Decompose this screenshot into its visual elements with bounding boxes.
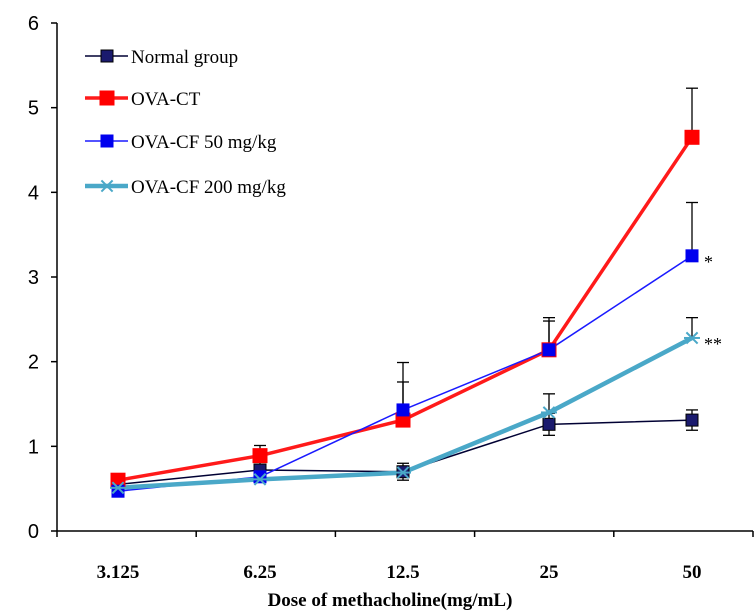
y-tick-label: 2	[28, 352, 39, 374]
significance-annotations: ***	[704, 252, 722, 354]
y-tick-label: 1	[28, 436, 39, 458]
y-tick-label: 5	[28, 98, 39, 120]
data-point-marker	[685, 249, 699, 263]
legend-label: OVA-CF 200 mg/kg	[131, 177, 286, 198]
data-point-marker	[542, 343, 556, 357]
legend-item: OVA-CT	[85, 89, 201, 110]
legend-item: OVA-CF 50 mg/kg	[85, 132, 277, 153]
significance-marker: *	[704, 252, 713, 272]
legend-marker	[99, 90, 115, 106]
data-point-marker	[395, 466, 411, 479]
data-point-marker	[252, 473, 268, 486]
data-point-marker	[541, 406, 557, 419]
x-tick-label: 6.25	[243, 562, 276, 583]
x-axis-title: Dose of methacholine(mg/mL)	[268, 590, 513, 611]
legend-marker	[100, 49, 114, 63]
y-tick-label: 0	[28, 521, 39, 543]
legend-marker-stroke	[100, 179, 114, 193]
y-tick-label: 3	[28, 267, 39, 289]
data-point-marker	[252, 448, 268, 464]
asterisk-stroke	[111, 481, 125, 495]
data-point-marker	[110, 481, 126, 495]
data-point-marker	[396, 403, 410, 417]
legend-label: Normal group	[131, 47, 238, 68]
x-tick-label: 12.5	[386, 562, 419, 583]
x-tick-label: 3.125	[97, 562, 140, 583]
axes: 0 1 2 3 4 5 6 3.125 6.25 12.5 25 50	[28, 13, 754, 583]
legend-item: Normal group	[85, 47, 238, 68]
series-line	[117, 255, 693, 492]
legend-item: OVA-CF 200 mg/kg	[85, 177, 286, 198]
x-tick-label: 25	[540, 562, 559, 583]
y-tick-label: 4	[28, 182, 39, 204]
legend-label: OVA-CT	[131, 89, 201, 110]
y-tick-label: 6	[28, 13, 39, 35]
x-tick-label: 50	[683, 562, 702, 583]
data-point-marker	[253, 470, 267, 484]
asterisk-stroke	[685, 331, 699, 345]
legend: Normal group OVA-CT OVA-CF 50 mg/kg OVA-CF …	[85, 47, 286, 198]
legend-label: OVA-CF 50 mg/kg	[131, 132, 277, 153]
series-markers	[110, 129, 700, 498]
asterisk-stroke	[542, 406, 556, 419]
significance-marker: **	[704, 334, 722, 354]
data-point-marker	[542, 417, 556, 431]
data-point-marker	[684, 129, 700, 145]
asterisk-stroke	[396, 466, 410, 479]
legend-marker	[100, 134, 114, 148]
data-point-marker	[685, 413, 699, 427]
data-point-marker	[684, 331, 700, 345]
asterisk-stroke	[253, 473, 267, 486]
